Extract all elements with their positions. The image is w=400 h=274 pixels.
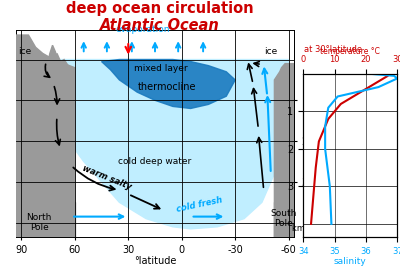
Text: cold deep water: cold deep water [118,157,192,166]
Text: thermocline: thermocline [138,82,197,92]
Text: km 4: km 4 [292,224,313,233]
Text: cold fresh: cold fresh [176,195,224,214]
Text: North
Pole: North Pole [26,213,52,232]
Text: ice: ice [264,47,278,56]
Text: Atlantic Ocean: Atlantic Ocean [100,18,220,33]
Polygon shape [21,59,289,229]
Text: mixed layer: mixed layer [134,64,187,73]
Polygon shape [102,59,235,109]
Polygon shape [46,45,68,72]
Polygon shape [16,202,75,237]
Polygon shape [16,35,75,237]
Polygon shape [274,202,294,237]
X-axis label: salinity: salinity [334,257,366,266]
X-axis label: temperature °C: temperature °C [320,47,380,56]
Text: warm salty: warm salty [81,164,133,192]
Text: at 30°latitude: at 30°latitude [304,45,362,54]
Text: ice: ice [18,47,32,56]
Text: evaporation: evaporation [115,25,170,34]
Text: South
Pole: South Pole [270,209,296,228]
Polygon shape [274,64,294,237]
Polygon shape [50,55,60,74]
Text: deep ocean circulation: deep ocean circulation [66,1,254,16]
X-axis label: °latitude: °latitude [134,256,176,266]
Polygon shape [36,53,70,70]
